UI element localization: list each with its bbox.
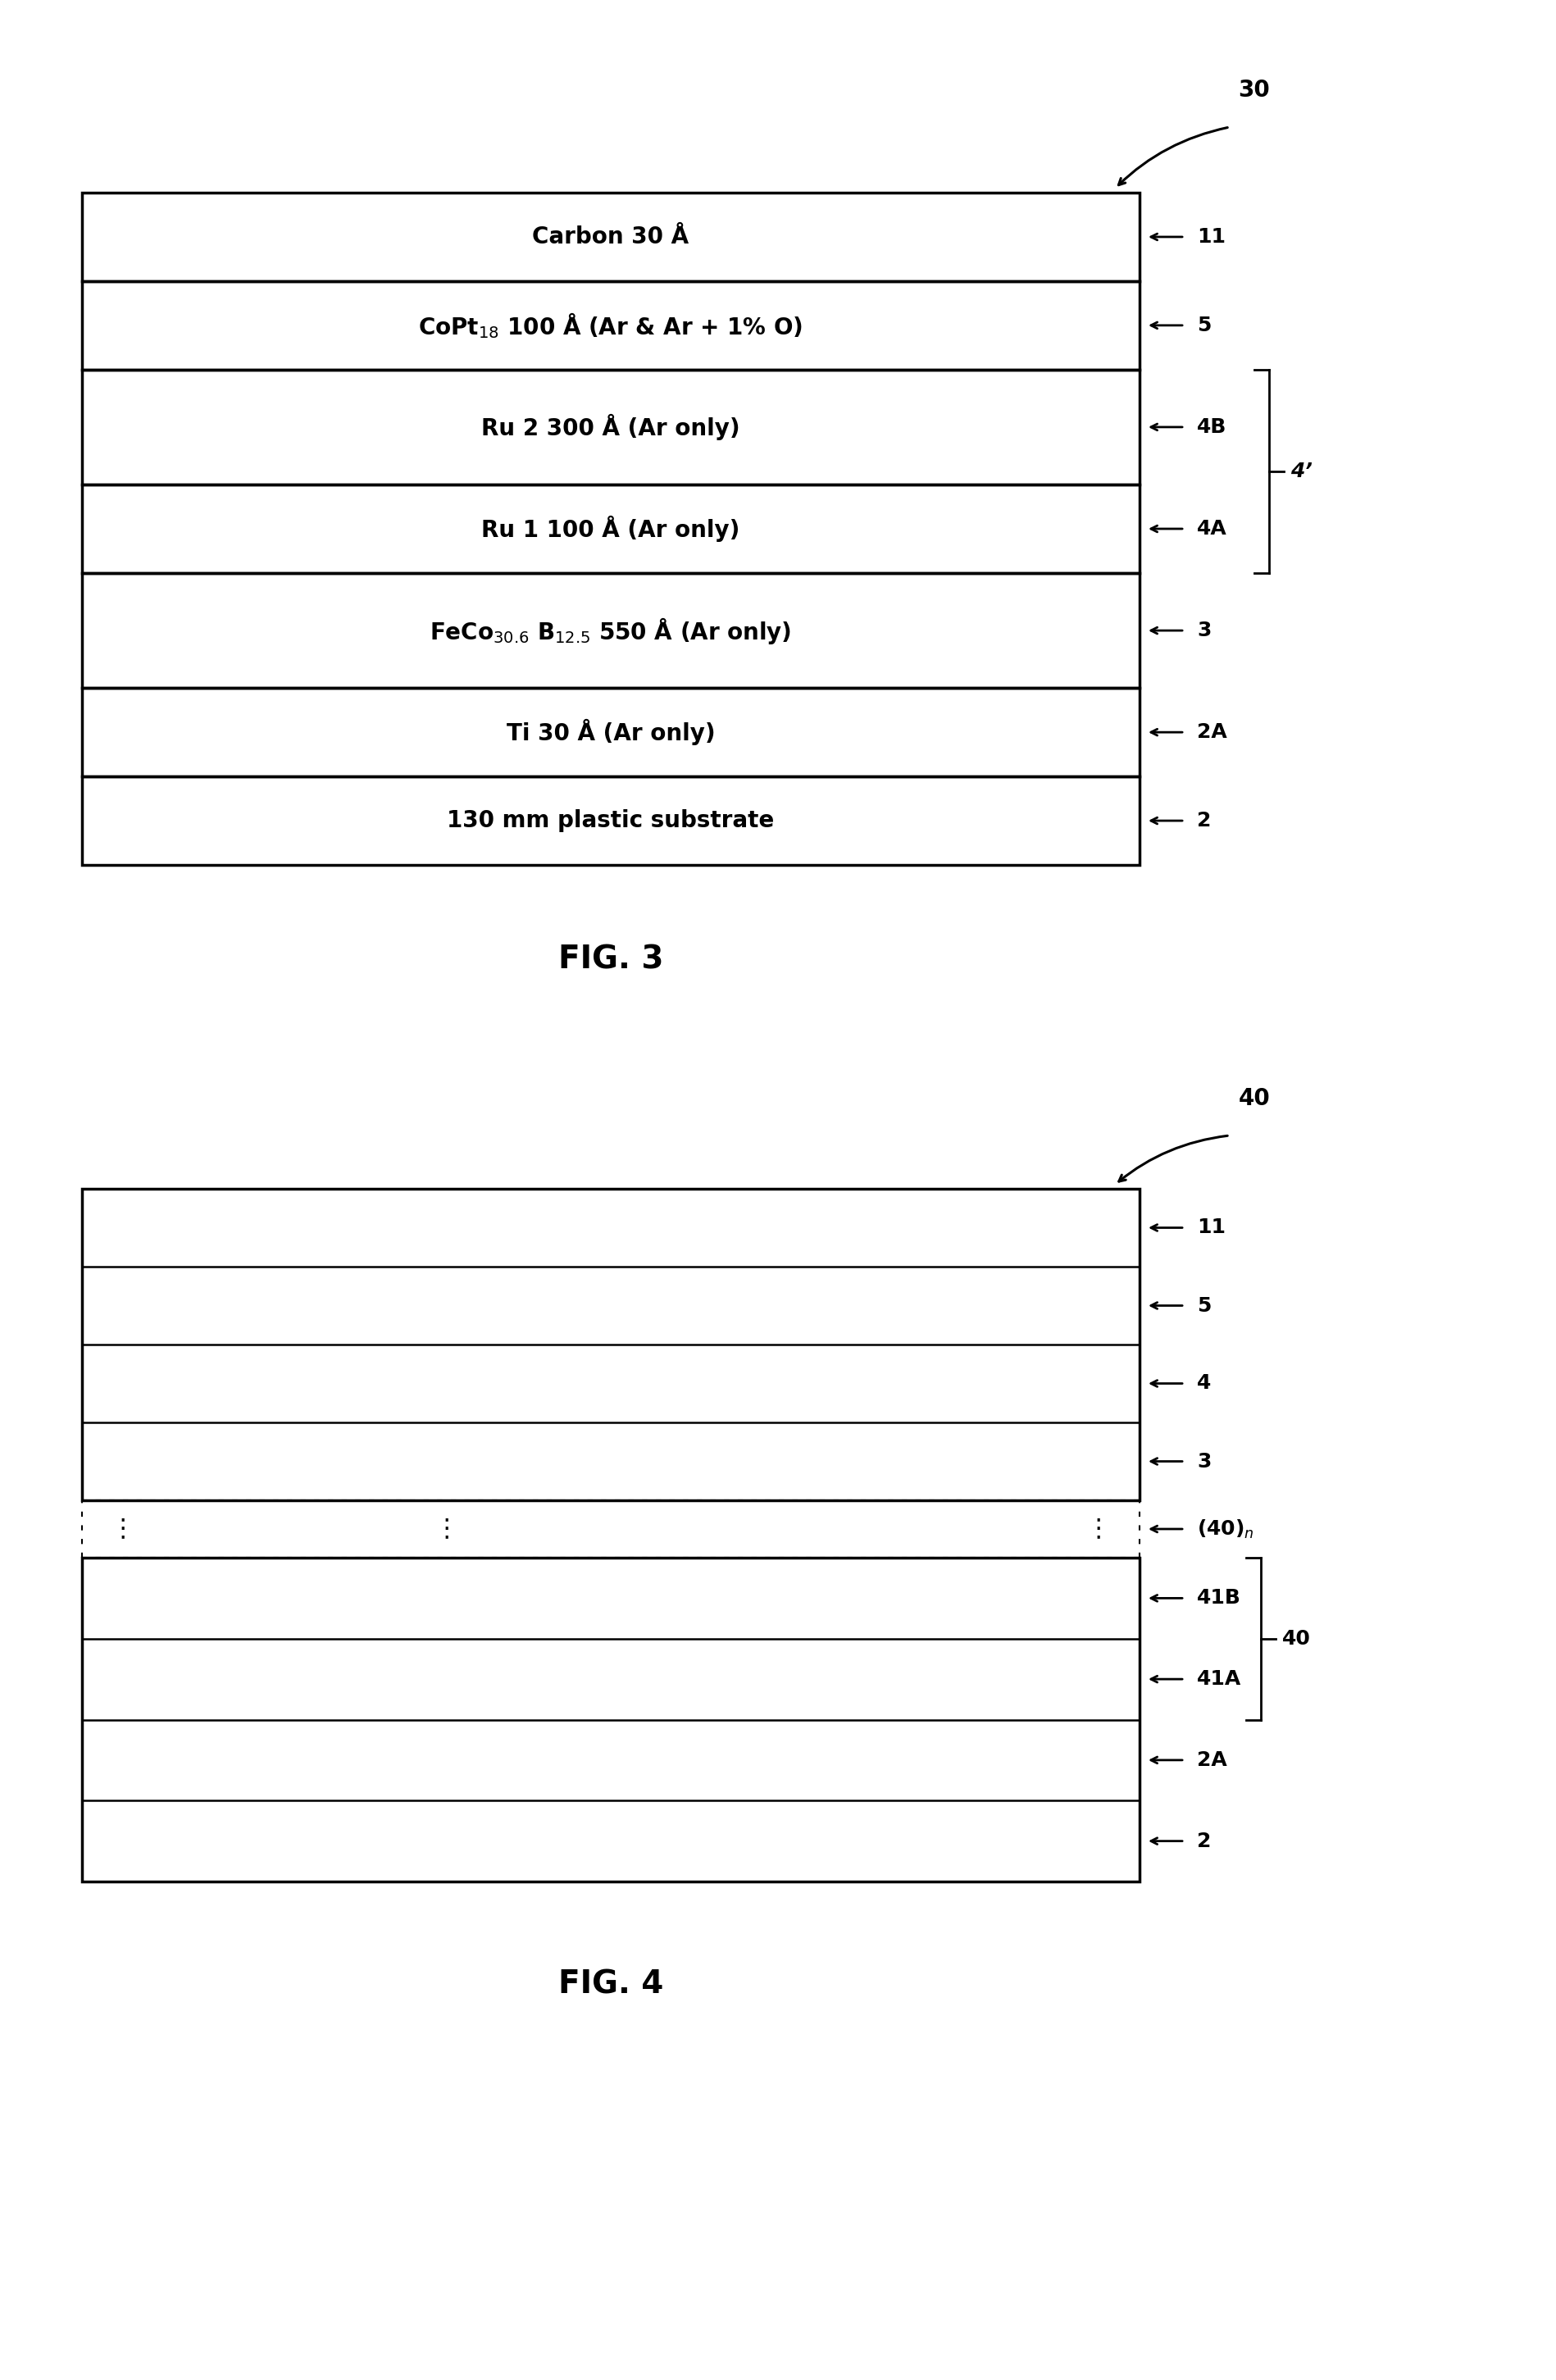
Text: 2: 2: [1197, 812, 1211, 831]
Text: 11: 11: [1197, 1219, 1226, 1238]
Text: 2: 2: [1197, 1830, 1211, 1852]
Text: 2A: 2A: [1197, 724, 1228, 743]
Bar: [82, 776, 1139, 864]
Text: 41B: 41B: [1197, 1587, 1242, 1609]
Text: (40)$_n$: (40)$_n$: [1197, 1518, 1254, 1540]
Bar: [82, 369, 1139, 486]
Text: 41A: 41A: [1197, 1668, 1242, 1690]
Text: 5: 5: [1197, 317, 1211, 336]
Text: 5: 5: [1197, 1295, 1211, 1316]
Bar: [82, 281, 1139, 369]
Text: 130 mm plastic substrate: 130 mm plastic substrate: [447, 809, 775, 833]
Bar: [82, 486, 1139, 574]
Bar: [82, 688, 1139, 776]
Text: 4B: 4B: [1197, 416, 1226, 438]
Bar: [82, 193, 1139, 281]
Text: 40: 40: [1239, 1088, 1270, 1109]
Text: Ti 30 Å (Ar only): Ti 30 Å (Ar only): [506, 719, 716, 745]
Text: FIG. 4: FIG. 4: [559, 1968, 663, 1999]
Text: 4A: 4A: [1197, 519, 1228, 538]
Text: 3: 3: [1197, 621, 1211, 640]
Text: Ru 2 300 Å (Ar only): Ru 2 300 Å (Ar only): [481, 414, 741, 440]
Text: FeCo$_{30.6}$ B$_{12.5}$ 550 Å (Ar only): FeCo$_{30.6}$ B$_{12.5}$ 550 Å (Ar only): [429, 616, 792, 645]
Text: 11: 11: [1197, 226, 1226, 248]
Text: 2A: 2A: [1197, 1749, 1228, 1771]
Bar: [82, 574, 1139, 688]
Text: 30: 30: [1239, 79, 1270, 102]
Text: Carbon 30 Å: Carbon 30 Å: [532, 226, 689, 248]
Text: 40: 40: [1282, 1628, 1310, 1649]
Bar: [82, 1557, 1139, 1883]
Text: ⋮: ⋮: [1086, 1516, 1111, 1540]
Text: 3: 3: [1197, 1452, 1211, 1471]
Text: FIG. 3: FIG. 3: [559, 942, 663, 976]
Text: 4: 4: [1197, 1373, 1211, 1392]
Text: CoPt$_{18}$ 100 Å (Ar & Ar + 1% O): CoPt$_{18}$ 100 Å (Ar & Ar + 1% O): [419, 312, 803, 340]
Text: 4’: 4’: [1290, 462, 1312, 481]
Bar: [82, 1188, 1139, 1499]
Text: Ru 1 100 Å (Ar only): Ru 1 100 Å (Ar only): [481, 516, 741, 543]
Text: ⋮: ⋮: [434, 1516, 459, 1540]
Text: ⋮: ⋮: [110, 1516, 135, 1540]
